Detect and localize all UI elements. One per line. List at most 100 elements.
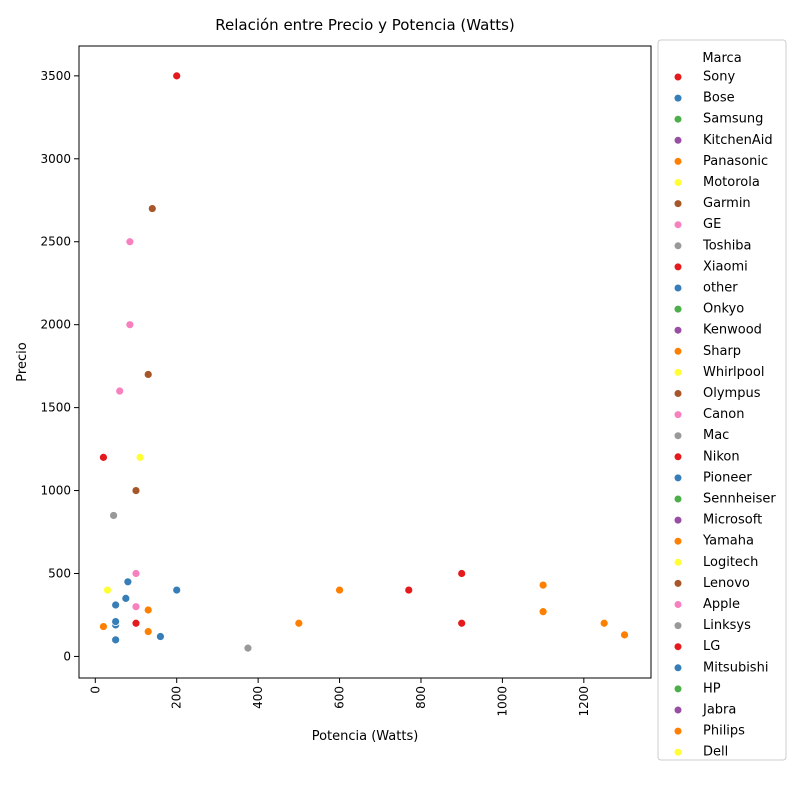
legend-marker — [674, 453, 682, 461]
legend-label: Linksys — [703, 618, 751, 633]
data-point — [123, 577, 133, 587]
data-point — [538, 607, 548, 617]
legend-label: GE — [703, 217, 721, 232]
legend-marker — [674, 601, 682, 608]
y-tick-label: 0 — [63, 649, 71, 663]
x-tick-label: 800 — [414, 686, 428, 709]
data-point — [135, 452, 145, 462]
y-tick-label: 500 — [48, 566, 71, 580]
legend-marker — [674, 284, 682, 292]
legend-marker — [674, 390, 682, 397]
x-tick-label: 0 — [88, 686, 102, 694]
data-point — [103, 585, 112, 595]
data-point — [143, 627, 153, 636]
data-point — [147, 204, 157, 213]
legend-label: Bose — [703, 91, 735, 106]
legend-marker — [674, 305, 682, 313]
legend-marker — [674, 706, 682, 714]
legend-label: Philips — [703, 724, 745, 739]
legend-label: Yamaha — [702, 534, 754, 549]
data-point — [143, 605, 153, 615]
data-point — [99, 452, 108, 462]
legend-marker — [674, 474, 682, 482]
legend-marker — [674, 157, 682, 165]
legend-label: Sennheiser — [703, 492, 776, 507]
data-point — [172, 71, 182, 81]
data-point — [115, 386, 125, 396]
data-point — [99, 622, 108, 631]
legend-marker — [674, 263, 682, 271]
legend-label: Lenovo — [703, 576, 750, 591]
legend: Marca Sony Bose Samsung KitchenAid Panasonic… — [657, 39, 787, 761]
legend-marker — [674, 664, 682, 672]
legend-marker — [674, 242, 682, 250]
data-point — [143, 370, 153, 379]
legend-marker — [674, 558, 682, 566]
legend-marker — [674, 73, 682, 81]
legend-marker — [674, 115, 682, 123]
data-point — [131, 569, 141, 578]
legend-label: Toshiba — [702, 238, 752, 253]
data-point — [404, 585, 414, 595]
x-tick-label: 1000 — [495, 686, 509, 717]
legend-label: Kenwood — [703, 323, 762, 338]
plot-area — [78, 45, 652, 679]
data-point — [121, 593, 131, 603]
legend-label: Sharp — [703, 344, 741, 359]
y-tick-label: 2500 — [40, 235, 71, 249]
data-point — [125, 320, 135, 330]
data-point — [131, 486, 141, 495]
legend-label: Apple — [703, 597, 740, 612]
x-tick-label: 400 — [251, 686, 265, 709]
chart-title: Relación entre Precio y Potencia (Watts) — [215, 16, 515, 34]
legend-marker — [674, 221, 682, 229]
data-point — [156, 632, 165, 641]
data-point — [538, 580, 548, 590]
x-axis-ticks: 0 200 400 600 800 1000 1200 — [88, 678, 591, 717]
data-point — [111, 600, 121, 610]
data-point — [457, 569, 467, 578]
legend-label: Microsoft — [703, 513, 762, 528]
data-point — [111, 617, 121, 627]
y-tick-label: 1500 — [40, 401, 71, 415]
legend-marker — [674, 643, 682, 651]
data-point — [599, 618, 609, 628]
legend-marker — [674, 495, 682, 503]
legend-marker — [674, 347, 682, 355]
legend-label: Whirlpool — [703, 365, 764, 380]
data-point — [131, 618, 141, 628]
data-point — [125, 237, 135, 247]
y-axis-label: Precio — [15, 342, 30, 381]
y-tick-label: 3000 — [40, 152, 71, 166]
legend-label: Samsung — [703, 112, 763, 127]
legend-label: Mitsubishi — [703, 660, 768, 675]
legend-label: Logitech — [703, 555, 758, 570]
legend-marker — [674, 326, 682, 334]
legend-label: Nikon — [703, 449, 740, 464]
legend-label: Motorola — [703, 175, 760, 190]
y-tick-label: 2000 — [40, 318, 71, 332]
legend-marker — [674, 94, 682, 102]
y-tick-label: 1000 — [40, 484, 71, 498]
legend-label: Mac — [703, 428, 729, 443]
legend-label: HP — [703, 681, 721, 696]
x-tick-label: 1200 — [577, 686, 591, 717]
legend-marker — [674, 516, 682, 524]
legend-marker — [674, 200, 682, 208]
x-tick-label: 200 — [170, 686, 184, 709]
legend-label: LG — [703, 639, 720, 654]
legend-marker — [674, 748, 682, 756]
x-tick-label: 600 — [333, 686, 347, 709]
data-point — [111, 635, 121, 645]
legend-marker — [674, 727, 682, 735]
legend-marker — [674, 179, 682, 186]
legend-label: Dell — [703, 745, 728, 760]
legend-items: Sony Bose Samsung KitchenAid Panasonic Motoro… — [674, 70, 776, 760]
legend-label: Panasonic — [703, 154, 768, 169]
legend-label: other — [703, 281, 738, 296]
legend-label: Canon — [703, 407, 744, 422]
legend-marker — [674, 136, 682, 144]
data-points — [99, 71, 629, 653]
